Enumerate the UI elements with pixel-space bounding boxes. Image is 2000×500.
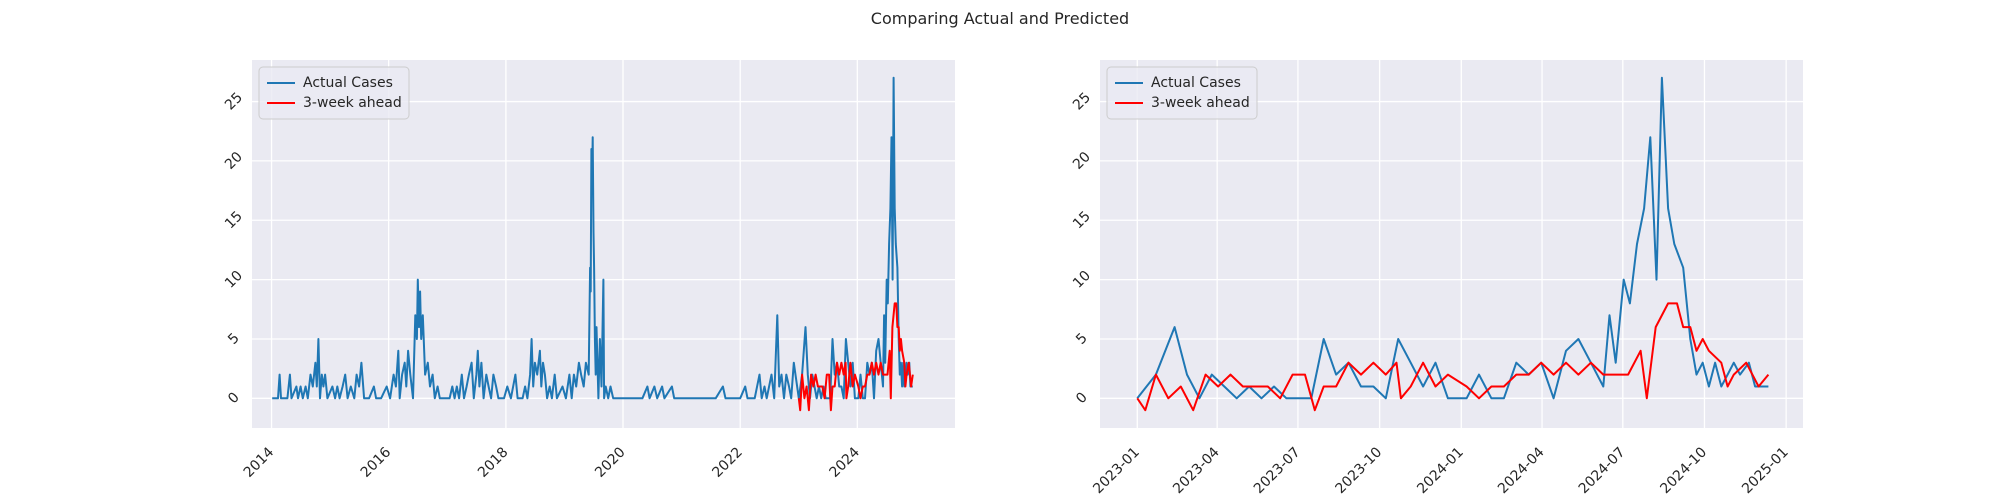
left-y-tick-label: 10 <box>222 268 246 292</box>
left-y-tick-label: 20 <box>222 149 246 173</box>
chart-panel-left: 0 5 10 15 20 25 2014 2016 2018 2020 2022 2024 Actual… <box>222 60 955 481</box>
right-legend-label: Actual Cases <box>1151 75 1241 91</box>
right-legend-box <box>1106 66 1258 120</box>
chart-panel-right: 0 5 10 15 20 25 2023-01 2023-04 2023-07 2023-10 20… <box>1070 60 1803 497</box>
left-x-tick-label: 2016 <box>358 444 395 481</box>
right-x-tick-label: 2024-04 <box>1495 444 1548 497</box>
left-legend-label: Actual Cases <box>303 75 393 91</box>
right-y-tick-label: 10 <box>1070 268 1094 292</box>
right-y-tick-label: 0 <box>1073 390 1091 408</box>
right-series-line-predicted <box>1136 302 1770 412</box>
right-x-tick-label: 2023-07 <box>1251 444 1304 497</box>
right-x-tick-label: 2024-01 <box>1414 444 1467 497</box>
right-x-tick-label: 2024-07 <box>1576 444 1629 497</box>
left-y-tick-label: 15 <box>222 208 246 232</box>
right-x-tick-label: 2023-01 <box>1090 444 1143 497</box>
right-y-tick-label: 20 <box>1070 149 1094 173</box>
left-y-tick-label: 25 <box>222 90 246 114</box>
left-x-tick-label: 2020 <box>592 444 629 481</box>
right-y-tick-label: 25 <box>1070 90 1094 114</box>
left-x-tick-label: 2022 <box>709 444 746 481</box>
right-x-tick-label: 2024-10 <box>1657 444 1710 497</box>
right-y-tick-label: 15 <box>1070 208 1094 232</box>
left-x-tick-label: 2018 <box>475 444 512 481</box>
right-legend-label: 3-week ahead <box>1151 95 1250 111</box>
left-x-tick-label: 2014 <box>241 444 278 481</box>
left-legend-box <box>258 66 410 120</box>
right-x-tick-label: 2023-10 <box>1333 444 1386 497</box>
right-x-tick-label: 2025-01 <box>1739 444 1792 497</box>
right-x-tick-label: 2023-04 <box>1170 444 1223 497</box>
left-series-line-predicted <box>797 302 914 412</box>
left-y-tick-label: 0 <box>225 390 243 408</box>
left-x-tick-label: 2024 <box>826 444 863 481</box>
left-y-tick-label: 5 <box>225 330 243 348</box>
left-legend-label: 3-week ahead <box>303 95 402 111</box>
figure-title: Comparing Actual and Predicted <box>871 9 1129 28</box>
right-y-tick-label: 5 <box>1073 330 1091 348</box>
left-series-line-actual <box>272 76 913 400</box>
